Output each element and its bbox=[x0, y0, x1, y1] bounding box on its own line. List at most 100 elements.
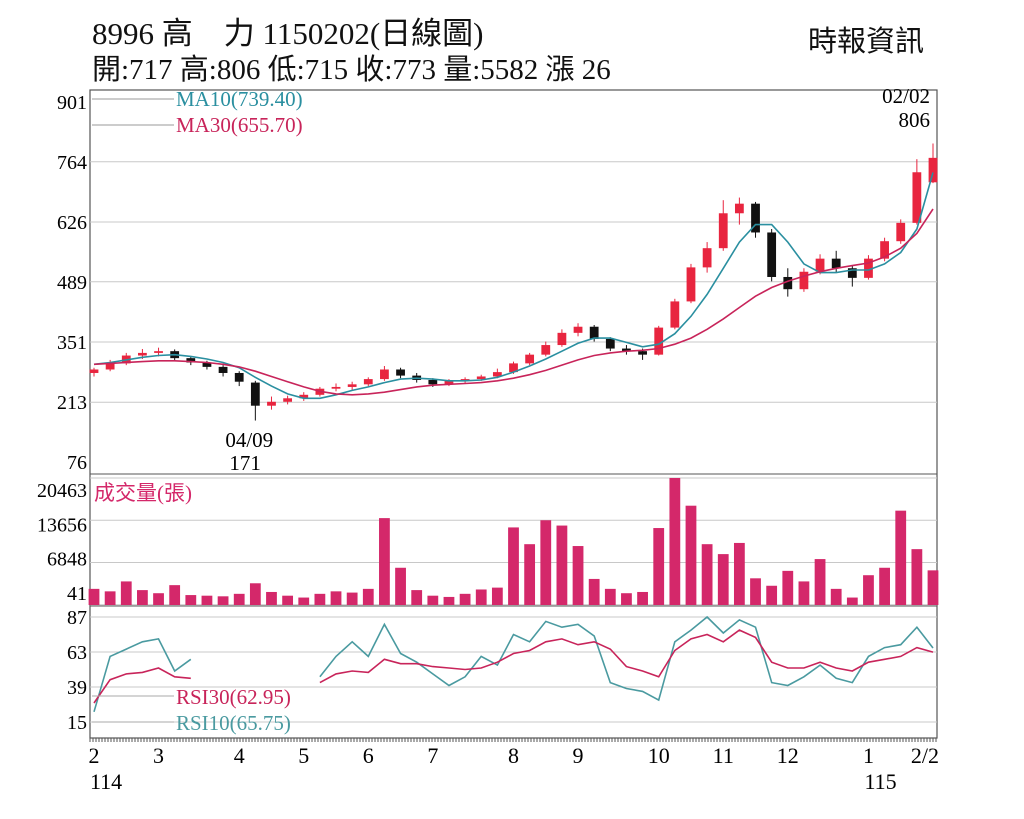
volume-bar bbox=[798, 581, 810, 605]
candle-body bbox=[380, 369, 389, 380]
volume-bar bbox=[879, 567, 890, 605]
volume-bar bbox=[653, 528, 665, 605]
candle-body bbox=[234, 372, 244, 382]
candle-body bbox=[799, 271, 809, 290]
rsi30-line bbox=[93, 629, 934, 704]
volume-bar bbox=[540, 520, 552, 605]
volume-bar bbox=[459, 593, 471, 605]
candle-body bbox=[573, 326, 583, 333]
volume-bar bbox=[572, 546, 584, 605]
volume-bar bbox=[814, 559, 826, 605]
candle-body bbox=[186, 358, 196, 363]
month-tick-label: 5 bbox=[298, 743, 309, 768]
candle-body bbox=[154, 351, 163, 353]
volume-bar bbox=[475, 589, 487, 605]
volume-tick-label: 41 bbox=[67, 583, 87, 605]
volume-tick-label: 13656 bbox=[37, 514, 87, 536]
volume-tick-label: 20463 bbox=[37, 480, 87, 502]
volume-bar bbox=[491, 587, 503, 605]
volume-bar bbox=[153, 593, 164, 605]
volume-bar bbox=[427, 595, 439, 605]
ma30-legend: MA30(655.70) bbox=[176, 113, 303, 137]
month-tick-label: 11 bbox=[713, 743, 734, 768]
candle-body bbox=[912, 172, 922, 223]
candle-body bbox=[928, 157, 938, 183]
candle-body bbox=[831, 258, 841, 269]
candle-body bbox=[460, 379, 470, 381]
volume-bar bbox=[911, 549, 923, 605]
candle-body bbox=[202, 362, 212, 367]
candle-body bbox=[492, 372, 502, 377]
volume-bar bbox=[556, 525, 568, 605]
ma10-legend: MA10(739.40) bbox=[176, 87, 303, 111]
volume-bar bbox=[701, 544, 713, 605]
candle-body bbox=[702, 248, 712, 268]
volume-bar bbox=[637, 591, 648, 605]
candle-body bbox=[847, 268, 857, 278]
candle-body bbox=[815, 258, 825, 272]
volume-bar bbox=[298, 597, 310, 605]
candle-body bbox=[734, 203, 744, 214]
ohlc-summary: 開:717 高:806 低:715 收:773 量:5582 漲 26 bbox=[92, 54, 611, 86]
volume-label: 成交量(張) bbox=[94, 481, 192, 505]
volume-bar bbox=[863, 575, 874, 605]
volume-bar bbox=[588, 578, 600, 605]
candle-body bbox=[751, 203, 760, 233]
volume-bar bbox=[508, 527, 519, 605]
volume-bar bbox=[895, 510, 907, 605]
price-tick-label: 489 bbox=[57, 272, 87, 294]
candle-body bbox=[396, 369, 405, 376]
month-tick-label: 12 bbox=[777, 743, 799, 768]
candle-body bbox=[444, 380, 454, 385]
candle-body bbox=[89, 369, 99, 373]
candle-body bbox=[718, 213, 728, 249]
volume-bar bbox=[846, 597, 858, 605]
volume-bar bbox=[927, 570, 939, 605]
candle-body bbox=[525, 354, 535, 364]
candle-body bbox=[267, 401, 276, 406]
high-value-label: 806 bbox=[899, 108, 931, 132]
volume-bar bbox=[169, 585, 181, 605]
data-source: 時報資訊 bbox=[808, 26, 925, 58]
volume-bar bbox=[137, 590, 148, 605]
candle-body bbox=[347, 384, 357, 387]
volume-bar bbox=[249, 583, 261, 605]
candle-body bbox=[605, 338, 615, 349]
volume-bar bbox=[717, 554, 729, 605]
candle-body bbox=[250, 382, 260, 406]
volume-tick-label: 6848 bbox=[47, 549, 87, 571]
volume-bar bbox=[88, 588, 100, 605]
volume-bar bbox=[782, 570, 794, 605]
candle-body bbox=[686, 267, 696, 302]
volume-bar bbox=[524, 544, 536, 605]
chart-title: 8996 高 力 1150202(日線圖) bbox=[92, 16, 484, 51]
rsi30-legend: RSI30(62.95) bbox=[176, 685, 291, 709]
volume-bar bbox=[669, 478, 681, 605]
high-date-label: 02/02 bbox=[882, 84, 930, 108]
year-label: 115 bbox=[864, 769, 896, 794]
rsi10-line bbox=[93, 615, 934, 713]
volume-bar bbox=[233, 593, 245, 605]
candle-body bbox=[138, 352, 147, 356]
price-tick-label: 213 bbox=[57, 392, 87, 414]
volume-bar bbox=[104, 591, 116, 605]
rsi-tick-label: 87 bbox=[67, 607, 87, 629]
volume-bar bbox=[685, 505, 697, 605]
volume-bar bbox=[830, 588, 842, 605]
candle-body bbox=[783, 276, 793, 290]
candle-body bbox=[283, 398, 293, 402]
volume-bar bbox=[411, 590, 423, 605]
rsi-tick-label: 39 bbox=[67, 677, 87, 699]
candle-body bbox=[299, 394, 309, 399]
month-tick-label: 2/2 bbox=[911, 743, 939, 768]
price-tick-label: 764 bbox=[57, 152, 87, 174]
candle-body bbox=[670, 301, 680, 328]
volume-bar bbox=[120, 581, 132, 605]
volume-bar bbox=[621, 593, 632, 605]
volume-bar bbox=[766, 585, 778, 605]
candle-body bbox=[331, 386, 341, 389]
volume-bar bbox=[733, 542, 745, 605]
price-tick-label: 76 bbox=[67, 452, 87, 474]
candle-body bbox=[638, 351, 647, 355]
